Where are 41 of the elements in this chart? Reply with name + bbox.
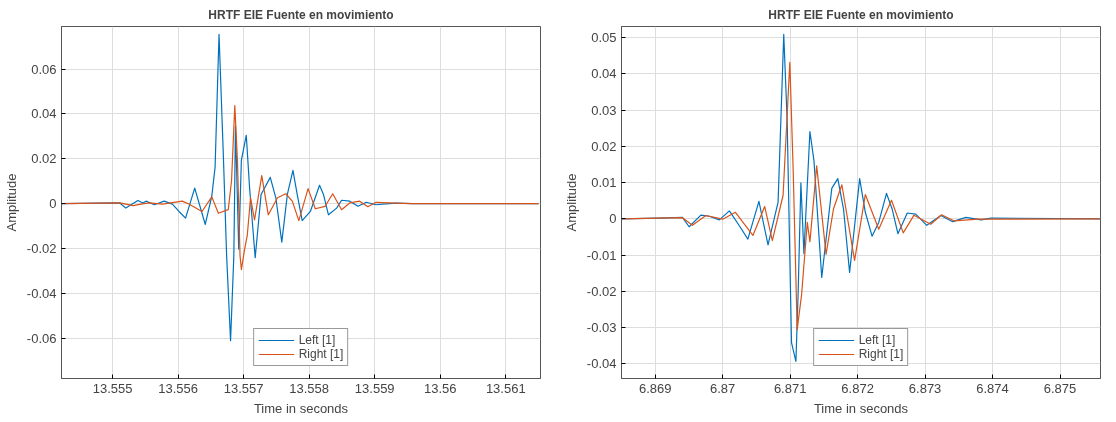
x-tick-label: 13.557 (223, 380, 264, 396)
x-tick-label: 6.875 (1043, 380, 1077, 396)
x-tick-label: 6.869 (638, 380, 672, 396)
y-tick-label: 0.06 (31, 61, 57, 77)
y-tick-label: 0 (49, 196, 57, 212)
x-tick-label: 6.874 (976, 380, 1009, 396)
legend-label: Right [1] (298, 347, 344, 361)
y-tick-label: -0.03 (586, 319, 617, 335)
y-tick-label: 0.02 (591, 138, 617, 154)
legend-label: Left [1] (298, 333, 336, 347)
y-tick-label: 0.03 (591, 102, 617, 118)
x-tick-label: 13.558 (289, 380, 330, 396)
x-tick-label: 6.871 (773, 380, 807, 396)
x-axis-title: Time in seconds (813, 400, 909, 416)
chart-title: HRTF EIE Fuente en movimiento (208, 7, 394, 22)
x-tick-label: 6.87 (710, 380, 736, 396)
y-tick-label: 0.01 (591, 175, 617, 191)
x-tick-label: 6.872 (841, 380, 874, 396)
y-axis-title: Amplitude (3, 173, 19, 232)
x-tick-label: 13.561 (485, 380, 526, 396)
chart-title: HRTF EIE Fuente en movimiento (768, 7, 954, 22)
y-tick-label: 0.05 (591, 30, 617, 46)
x-tick-label: 13.56 (423, 380, 457, 396)
legend-label: Left [1] (858, 333, 896, 347)
y-tick-label: -0.04 (26, 285, 57, 301)
y-tick-label: -0.02 (586, 283, 617, 299)
y-tick-label: -0.06 (26, 330, 57, 346)
x-tick-label: 13.559 (354, 380, 395, 396)
y-tick-label: 0.04 (31, 106, 57, 122)
x-axis-title: Time in seconds (253, 400, 349, 416)
y-tick-label: -0.01 (586, 247, 617, 263)
y-tick-label: 0.04 (591, 66, 617, 82)
y-tick-label: 0 (609, 211, 617, 227)
x-tick-label: 13.556 (158, 380, 199, 396)
y-axis-title: Amplitude (563, 173, 579, 232)
y-tick-label: 0.02 (31, 151, 57, 167)
x-tick-label: 13.555 (92, 380, 133, 396)
y-tick-label: -0.02 (26, 240, 57, 256)
x-tick-label: 6.873 (908, 380, 942, 396)
y-tick-label: -0.04 (586, 356, 617, 372)
legend-label: Right [1] (858, 347, 904, 361)
